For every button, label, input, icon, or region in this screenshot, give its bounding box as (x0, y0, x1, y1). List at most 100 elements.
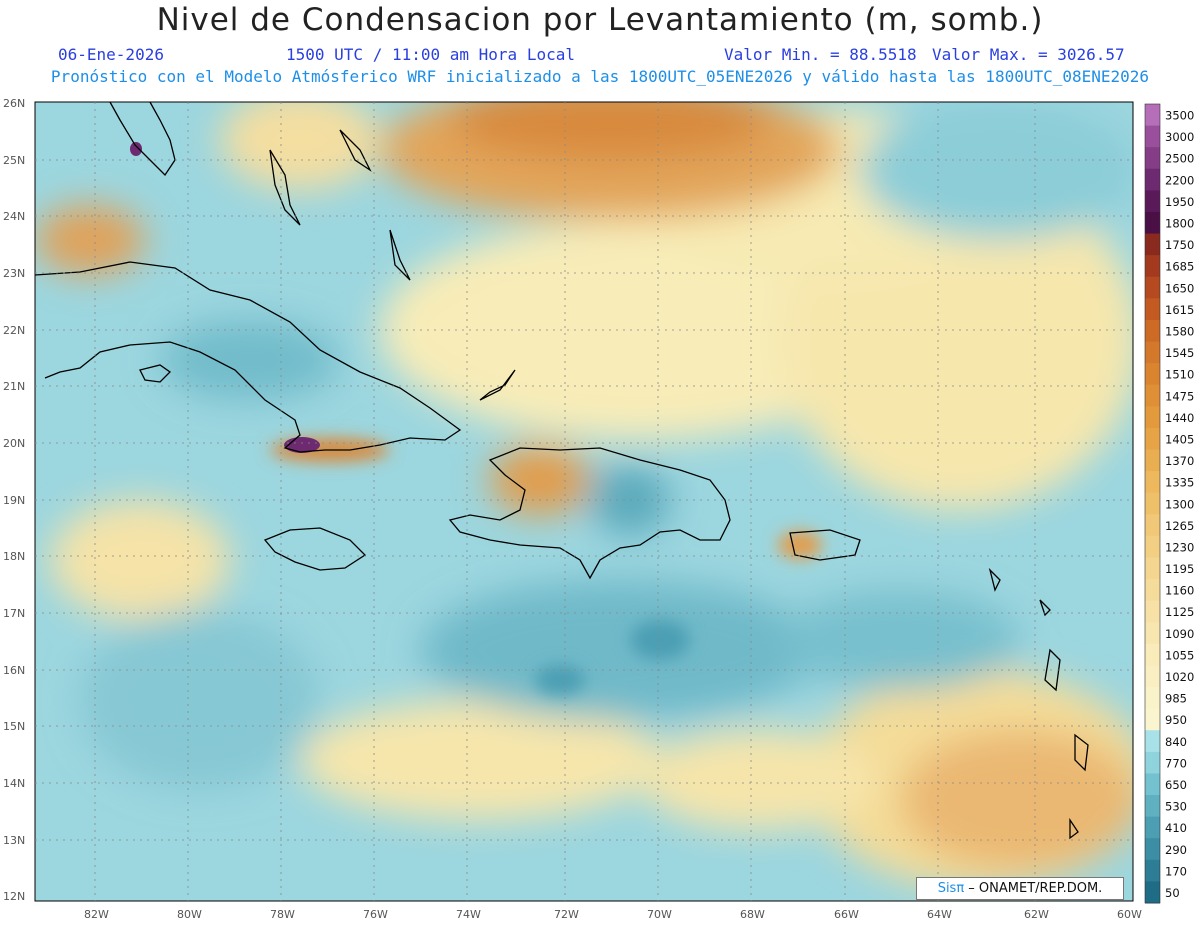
colorbar-swatch (1145, 190, 1160, 213)
colorbar-label: 170 (1165, 864, 1187, 878)
lat-label: 19N (3, 494, 25, 507)
colorbar-swatch (1145, 730, 1160, 753)
colorbar-label: 290 (1165, 843, 1187, 857)
colorbar-label: 530 (1165, 800, 1187, 814)
colorbar-swatch (1145, 514, 1160, 537)
colorbar-swatch (1145, 665, 1160, 688)
colorbar-swatch (1145, 104, 1160, 127)
colorbar-swatch (1145, 471, 1160, 494)
colorbar-swatch (1145, 255, 1160, 278)
colorbar-label: 1370 (1165, 454, 1194, 468)
colorbar-swatch (1145, 427, 1160, 451)
colorbar-swatch (1145, 579, 1160, 602)
colorbar-swatch (1145, 535, 1160, 558)
colorbar-label: 1125 (1165, 605, 1194, 619)
colorbar-swatch (1145, 708, 1160, 731)
colorbar-swatch (1145, 147, 1160, 170)
forecast-time: 1500 UTC / 11:00 am Hora Local (286, 45, 575, 64)
colorbar-swatch (1145, 211, 1160, 235)
colorbar-swatch (1145, 859, 1160, 882)
credit-box: Sisπ – ONAMET/REP.DOM. (916, 877, 1124, 900)
colorbar-swatch (1145, 298, 1160, 321)
colorbar-label: 2200 (1165, 173, 1194, 187)
lat-label: 23N (3, 267, 25, 280)
colorbar-label: 770 (1165, 756, 1187, 770)
colorbar-label: 1055 (1165, 648, 1194, 662)
lon-label: 82W (84, 908, 109, 921)
colorbar-swatch (1145, 168, 1160, 191)
colorbar-swatch (1145, 363, 1160, 386)
colorbar-swatch (1145, 643, 1160, 666)
colorbar-label: 1230 (1165, 540, 1194, 554)
colorbar-label: 1160 (1165, 584, 1194, 598)
colorbar-swatch (1145, 773, 1160, 796)
colorbar-label: 1405 (1165, 432, 1194, 446)
lon-label: 62W (1024, 908, 1049, 921)
lon-label: 64W (927, 908, 952, 921)
colorbar-swatch (1145, 687, 1160, 710)
colorbar-label: 1440 (1165, 411, 1194, 425)
lon-label: 66W (834, 908, 859, 921)
colorbar-label: 840 (1165, 735, 1187, 749)
forecast-date: 06-Ene-2026 (58, 45, 164, 64)
colorbar-swatch (1145, 622, 1160, 645)
lat-label: 16N (3, 664, 25, 677)
colorbar-label: 1580 (1165, 324, 1194, 338)
lat-lon-grid (35, 102, 1133, 901)
colorbar-label: 1020 (1165, 670, 1194, 684)
colorbar-swatch (1145, 795, 1160, 818)
colorbar-swatch (1145, 881, 1160, 904)
colorbar-frame (1144, 103, 1161, 904)
colorbar-swatch (1145, 125, 1160, 148)
lon-label: 70W (647, 908, 672, 921)
colorbar-label: 1950 (1165, 195, 1194, 209)
colorbar-swatch (1145, 319, 1160, 343)
longitude-labels: 82W 80W 78W 76W 74W 72W 70W 68W 66W 64W … (84, 908, 1142, 921)
colorbar-label: 1090 (1165, 627, 1194, 641)
value-min: Valor Min. = 88.5518 (724, 45, 917, 64)
colorbar-swatch (1145, 751, 1160, 774)
colorbar-swatch (1145, 406, 1160, 429)
lat-label: 15N (3, 720, 25, 733)
lat-label: 22N (3, 324, 25, 337)
lat-label: 12N (3, 890, 25, 903)
lcl-field (35, 102, 1133, 901)
colorbar-label: 950 (1165, 713, 1187, 727)
lat-label: 14N (3, 777, 25, 790)
colorbar-swatch (1145, 384, 1160, 407)
colorbar-label: 1265 (1165, 519, 1194, 533)
colorbar-label: 1615 (1165, 303, 1194, 317)
lat-label: 18N (3, 550, 25, 563)
colorbar-label: 1195 (1165, 562, 1194, 576)
value-max: Valor Max. = 3026.57 (932, 45, 1125, 64)
coastlines (34, 101, 1089, 840)
lon-label: 78W (270, 908, 295, 921)
latitude-labels: 26N 25N 24N 23N 22N 21N 20N 19N 18N 17N … (3, 97, 25, 903)
colorbar-swatch (1145, 557, 1160, 580)
colorbar-swatch (1145, 816, 1160, 839)
lat-label: 17N (3, 607, 25, 620)
colorbar-label: 650 (1165, 778, 1187, 792)
colorbar-label: 1650 (1165, 281, 1194, 295)
lon-label: 76W (363, 908, 388, 921)
credit-org: – ONAMET/REP.DOM. (964, 881, 1103, 896)
colorbar-label: 410 (1165, 821, 1187, 835)
colorbar-label: 3000 (1165, 130, 1194, 144)
lat-label: 13N (3, 834, 25, 847)
colorbar-label: 1545 (1165, 346, 1194, 360)
colorbar-swatch (1145, 233, 1160, 256)
map-title: Nivel de Condensacion por Levantamiento … (156, 2, 1044, 38)
forecast-description: Pronóstico con el Modelo Atmósferico WRF… (50, 67, 1150, 86)
lat-label: 26N (3, 97, 25, 110)
colorbar-swatch (1145, 838, 1160, 861)
colorbar-label: 1335 (1165, 476, 1194, 490)
colorbar-swatch (1145, 276, 1160, 299)
colorbar-swatch (1145, 492, 1160, 515)
lon-label: 72W (554, 908, 579, 921)
sispi-logo-text: Sisπ (937, 881, 965, 896)
colorbar-label: 1750 (1165, 238, 1194, 252)
colorbar-label: 1510 (1165, 368, 1194, 382)
colorbar-label: 1475 (1165, 389, 1194, 403)
colorbar-label: 1800 (1165, 217, 1194, 231)
